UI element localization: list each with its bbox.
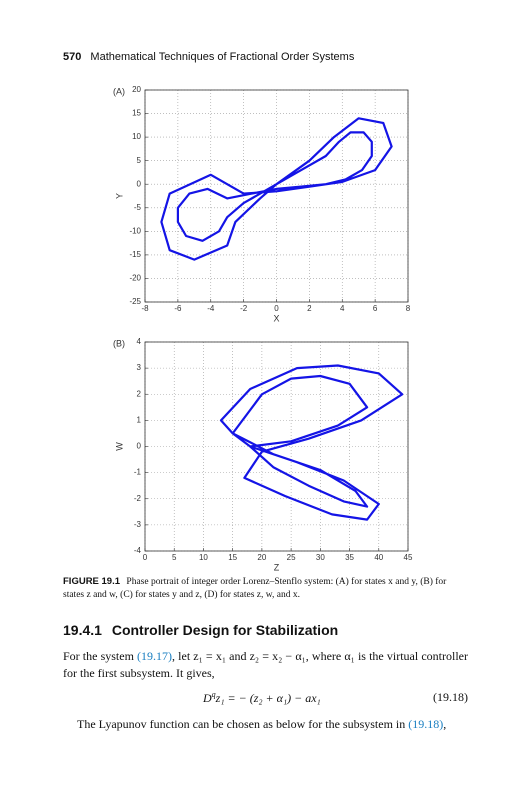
x-axis-label: X [273,313,279,323]
text: The Lyapunov function can be chosen as b… [77,717,409,731]
expression: z₁ = − (z₂ + α₁) − ax₁ [215,691,321,705]
y-tick-label: -15 [129,250,141,259]
paragraph: The Lyapunov function can be chosen as b… [63,716,468,733]
trajectory [219,364,404,521]
y-tick-label: 2 [137,389,142,398]
x-tick-label: 0 [143,553,148,562]
section-heading: 19.4.1 Controller Design for Stabilizati… [63,622,338,638]
figure-caption: FIGURE 19.1 Phase portrait of integer or… [63,575,468,602]
y-tick-label: -1 [134,468,142,477]
x-tick-label: 15 [228,553,237,562]
caption-label: FIGURE 19.1 [63,576,121,587]
x-tick-label: 35 [345,553,354,562]
x-tick-label: 6 [373,304,378,313]
y-tick-label: 5 [137,156,142,165]
x-axis-label: Z [274,562,280,572]
x-tick-label: 0 [274,304,279,313]
x-tick-label: 30 [316,553,325,562]
equation-ref[interactable]: (19.18) [408,717,444,731]
x-tick-label: -2 [240,304,248,313]
y-tick-label: 0 [137,442,142,451]
x-tick-label: -8 [141,304,149,313]
y-tick-label: -5 [134,203,142,212]
x-tick-label: -4 [207,304,215,313]
paragraph: For the system (19.17), let z₁ = x₁ and … [63,648,468,682]
y-tick-label: 0 [137,179,142,188]
order: q [211,690,216,699]
x-tick-label: 20 [257,553,266,562]
equation-body: Dqz₁ = − (z₂ + α₁) − ax₁ [203,690,321,706]
y-tick-label: -10 [129,226,141,235]
page-number: 570 [63,51,82,63]
equation-ref[interactable]: (19.17) [137,649,173,663]
y-axis-label: Y [114,193,124,199]
operator: D [203,691,212,705]
panel-label: (B) [113,338,125,348]
y-tick-label: -3 [134,520,142,529]
y-tick-label: 20 [132,85,141,94]
y-tick-label: 4 [137,337,142,346]
x-tick-label: -6 [174,304,182,313]
x-tick-label: 8 [406,304,411,313]
x-tick-label: 40 [374,553,383,562]
text: , [443,717,447,731]
running-header: 570 Mathematical Techniques of Fractiona… [63,51,354,63]
y-tick-label: -2 [134,494,142,503]
panel-label: (A) [113,86,125,96]
x-tick-label: 4 [340,304,345,313]
axes-frame [144,89,409,303]
x-tick-label: 10 [199,553,208,562]
book-title: Mathematical Techniques of Fractional Or… [90,51,355,63]
text: , let z₁ = x₁ and z₂ = x₂ − α₁, where α₁… [63,649,468,680]
x-tick-label: 25 [287,553,296,562]
x-tick-label: 2 [307,304,312,313]
trajectory [160,117,393,261]
caption-text: Phase portrait of integer order Lorenz–S… [63,577,447,600]
y-tick-label: 15 [132,109,141,118]
y-tick-label: 1 [137,415,142,424]
text: For the system [63,649,138,663]
y-tick-label: 10 [132,132,141,141]
y-tick-label: -20 [129,274,141,283]
figure: -8 -6 -4 -2 0 2 4 6 8-25-20-15-10-505101520(A)XY… [113,85,413,572]
equation-number: (19.18) [433,690,468,704]
section-number: 19.4.1 [63,622,102,638]
y-tick-label: -4 [134,546,142,555]
y-axis-label: W [114,442,124,451]
y-tick-label: 3 [137,363,142,372]
x-tick-label: 5 [172,553,177,562]
axes-frame [144,341,409,552]
section-title: Controller Design for Stabilization [111,622,339,638]
x-tick-label: 45 [404,553,413,562]
y-tick-label: -25 [129,297,141,306]
